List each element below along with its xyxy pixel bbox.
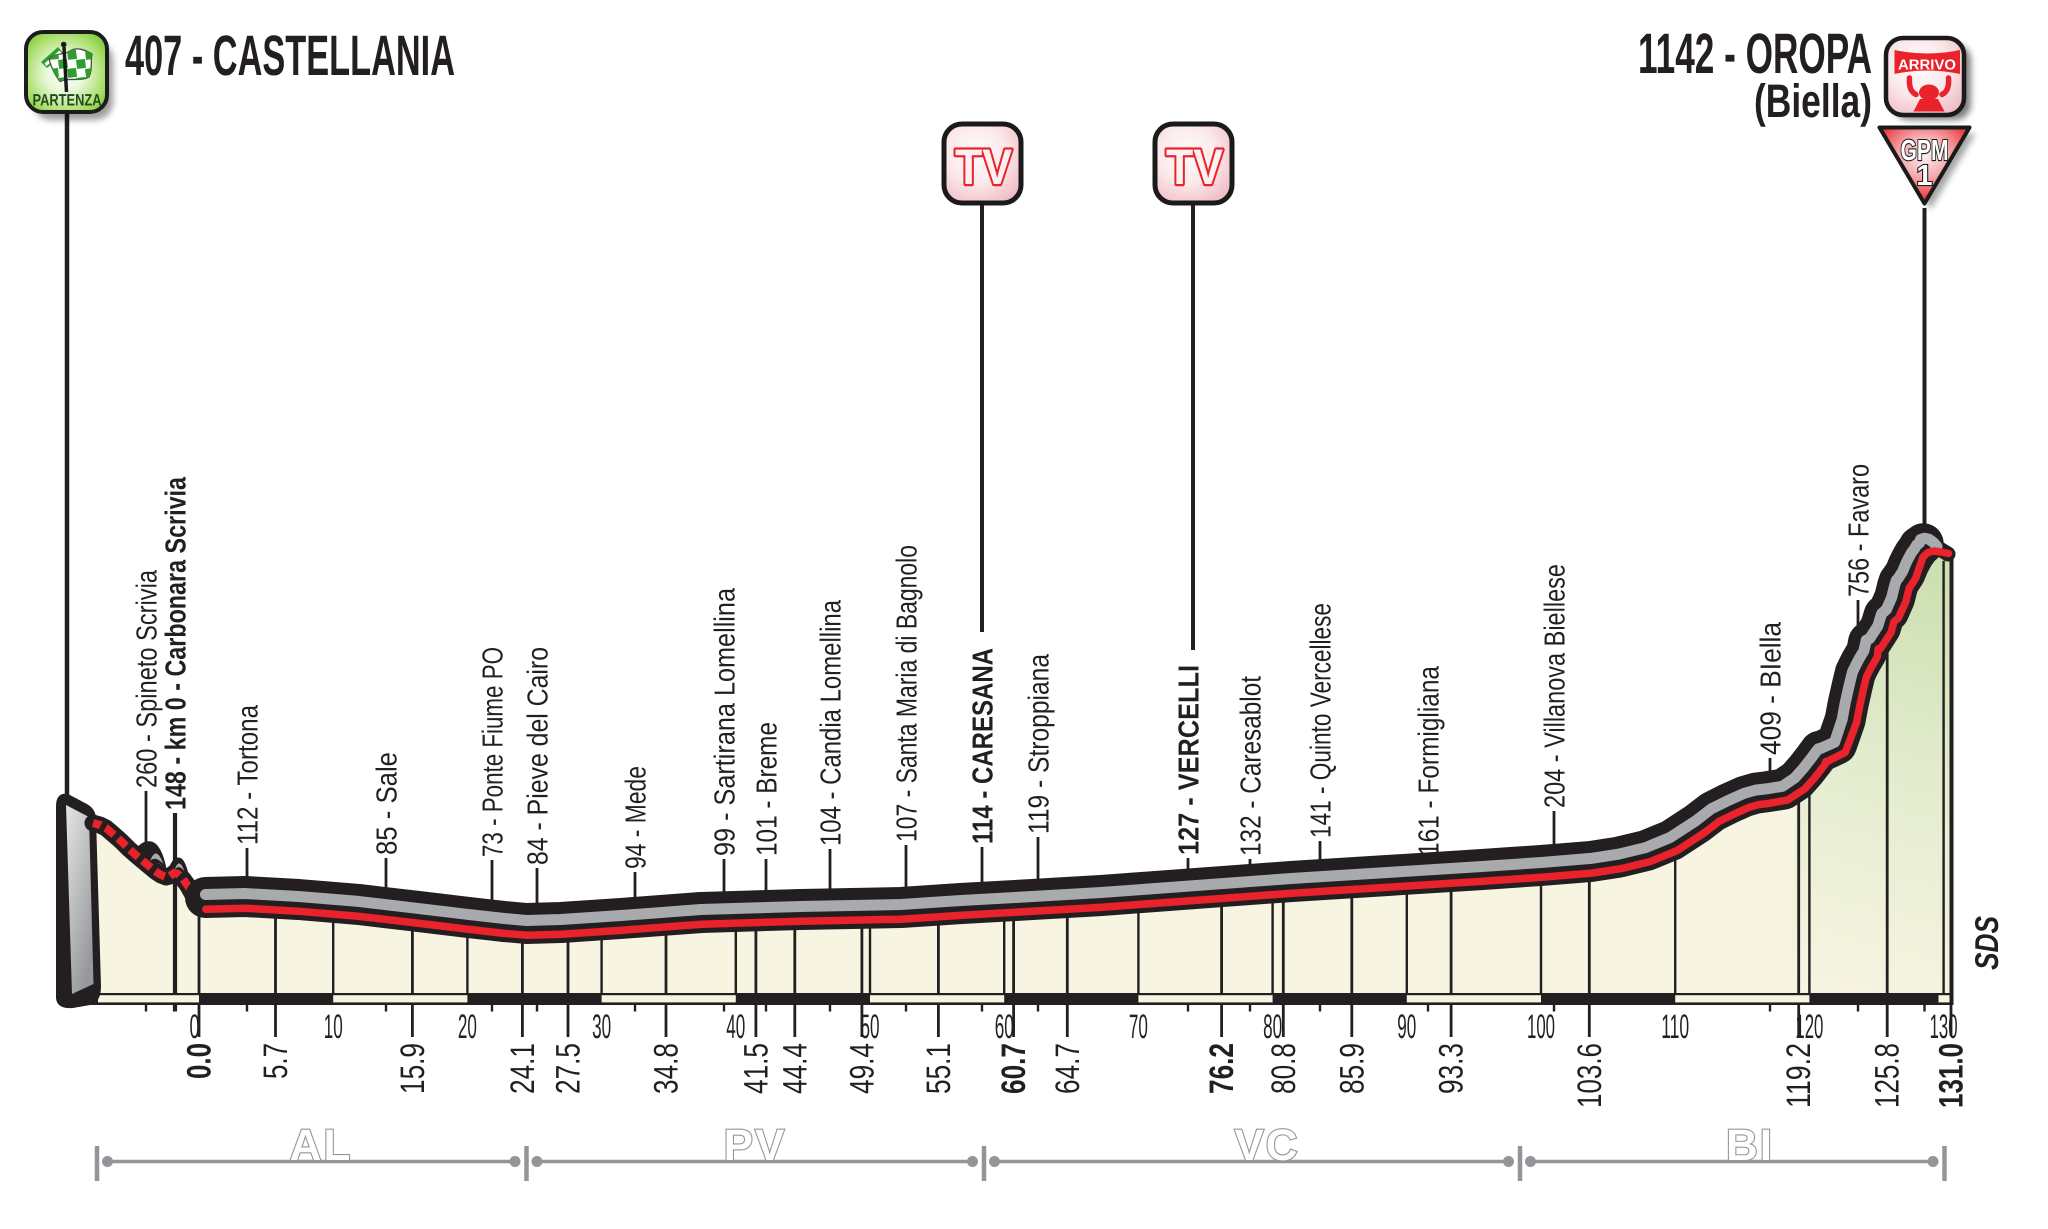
svg-text:0: 0 [190, 1008, 200, 1046]
svg-text:41.5: 41.5 [737, 1043, 775, 1094]
svg-text:10: 10 [324, 1008, 343, 1046]
svg-text:ARRIVO: ARRIVO [1898, 58, 1956, 74]
svg-text:80.8: 80.8 [1265, 1043, 1303, 1094]
svg-text:119.2: 119.2 [1780, 1043, 1818, 1108]
svg-text:1142 - OROPA: 1142 - OROPA [1638, 22, 1872, 86]
svg-text:TV: TV [955, 139, 1013, 195]
svg-text:VC: VC [1234, 1121, 1299, 1170]
svg-text:80: 80 [1263, 1008, 1282, 1046]
svg-text:84 - Pieve del Cairo: 84 - Pieve del Cairo [523, 647, 555, 865]
svg-text:204 - Villanova Biellese: 204 - Villanova Biellese [1540, 564, 1572, 808]
svg-text:BI: BI [1726, 1121, 1774, 1170]
svg-text:756 - Favaro: 756 - Favaro [1844, 464, 1876, 597]
svg-text:5.7: 5.7 [257, 1043, 295, 1079]
svg-text:PV: PV [724, 1121, 787, 1170]
svg-text:40: 40 [726, 1008, 745, 1046]
svg-text:120: 120 [1795, 1008, 1823, 1046]
svg-text:73 - Ponte Fiume PO: 73 - Ponte Fiume PO [478, 647, 510, 857]
svg-text:1: 1 [1916, 160, 1932, 192]
svg-text:GPM: GPM [1901, 135, 1949, 167]
svg-text:44.4: 44.4 [776, 1043, 814, 1094]
svg-text:99 - Sartirana Lomellina: 99 - Sartirana Lomellina [710, 587, 742, 856]
svg-text:SDS: SDS [1968, 916, 2005, 970]
svg-text:125.8: 125.8 [1869, 1043, 1907, 1108]
svg-text:409 - BIella: 409 - BIella [1756, 621, 1788, 755]
svg-text:114 - CARESANA: 114 - CARESANA [968, 648, 1000, 844]
svg-text:50: 50 [861, 1008, 880, 1046]
svg-text:112 - Tortona: 112 - Tortona [233, 704, 265, 845]
svg-text:161 - Formigliana: 161 - Formigliana [1414, 665, 1446, 856]
svg-text:132 - Caresablot: 132 - Caresablot [1236, 676, 1268, 856]
svg-text:141 - Quinto Vercellese: 141 - Quinto Vercellese [1306, 603, 1338, 838]
svg-text:110: 110 [1661, 1008, 1689, 1046]
svg-text:407 - CASTELLANIA: 407 - CASTELLANIA [125, 24, 455, 88]
svg-text:85 - Sale: 85 - Sale [372, 752, 404, 855]
svg-text:60.7: 60.7 [995, 1043, 1033, 1094]
svg-text:100: 100 [1527, 1008, 1555, 1046]
svg-text:(Biella): (Biella) [1754, 74, 1872, 127]
svg-text:70: 70 [1129, 1008, 1148, 1046]
svg-text:90: 90 [1397, 1008, 1416, 1046]
svg-text:85.9: 85.9 [1333, 1043, 1371, 1094]
svg-text:TV: TV [1166, 139, 1224, 195]
svg-text:30: 30 [592, 1008, 611, 1046]
svg-text:PARTENZA: PARTENZA [33, 92, 102, 110]
svg-text:103.6: 103.6 [1571, 1043, 1609, 1108]
svg-text:55.1: 55.1 [920, 1043, 958, 1094]
svg-text:148 - km 0 - Carbonara Scrivia: 148 - km 0 - Carbonara Scrivia [161, 476, 193, 810]
svg-text:104 - Candia Lomellina: 104 - Candia Lomellina [816, 599, 848, 846]
svg-text:119 - Stroppiana: 119 - Stroppiana [1024, 653, 1056, 834]
svg-text:127 - VERCELLI: 127 - VERCELLI [1174, 665, 1206, 855]
svg-text:34.8: 34.8 [648, 1043, 686, 1094]
svg-text:107 - Santa Maria di Bagnolo: 107 - Santa Maria di Bagnolo [892, 545, 924, 842]
svg-text:101 - Breme: 101 - Breme [752, 722, 784, 856]
svg-text:260 - Spineto Scrivia: 260 - Spineto Scrivia [132, 569, 164, 788]
svg-text:93.3: 93.3 [1433, 1043, 1471, 1094]
svg-text:AL: AL [290, 1121, 353, 1170]
svg-text:24.1: 24.1 [504, 1043, 542, 1094]
svg-text:76.2: 76.2 [1203, 1043, 1241, 1094]
svg-text:64.7: 64.7 [1049, 1043, 1087, 1094]
svg-text:130: 130 [1930, 1008, 1958, 1046]
svg-text:15.9: 15.9 [394, 1043, 432, 1094]
svg-text:0.0: 0.0 [181, 1043, 219, 1079]
svg-text:94 - Mede: 94 - Mede [621, 766, 653, 869]
svg-text:27.5: 27.5 [550, 1043, 588, 1094]
svg-text:49.4: 49.4 [843, 1043, 881, 1094]
svg-text:60: 60 [995, 1008, 1014, 1046]
svg-text:20: 20 [458, 1008, 477, 1046]
svg-text:131.0: 131.0 [1933, 1043, 1971, 1108]
